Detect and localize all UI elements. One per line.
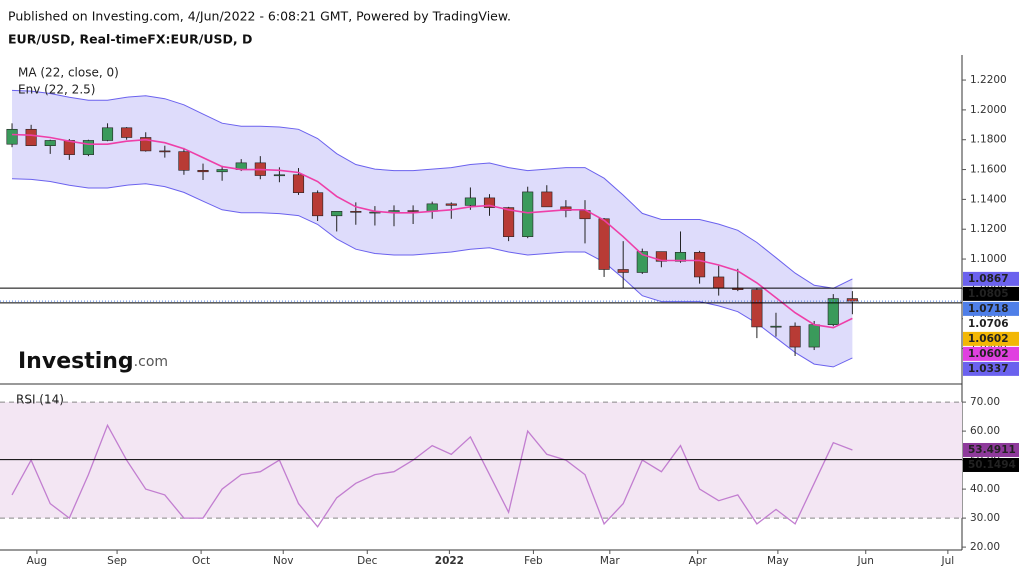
candle-body (216, 169, 228, 173)
x-tick-label: Apr (689, 555, 708, 567)
envelope-lower (11, 178, 853, 368)
price-tag-label: 1.0602 (968, 348, 1009, 360)
x-tick-label: Nov (273, 555, 294, 567)
x-tick-label: Jun (857, 555, 874, 567)
price-tag (963, 361, 1019, 376)
price-tag (963, 457, 1019, 472)
price-tag-label: 1.0602 (968, 333, 1009, 345)
published-note: Published on Investing.com, 4/Jun/2022 -… (8, 9, 511, 24)
price-tag-label: 1.0337 (968, 363, 1009, 375)
y-tick-label: 60.00 (970, 425, 1000, 437)
candle-body (292, 174, 305, 193)
y-tick-label: 30.00 (970, 512, 1000, 524)
candle-body (770, 325, 782, 328)
candle-body (121, 127, 133, 138)
candle-body (789, 325, 801, 348)
envelope-upper (11, 89, 853, 289)
rsi-line (11, 423, 853, 528)
candle-body (445, 203, 457, 206)
price-tag-label: 1.0706 (968, 318, 1009, 330)
y-tick-label: 1.2000 (970, 104, 1007, 116)
candle-body (541, 191, 553, 208)
candle-body (273, 174, 285, 177)
x-tick-label: 2022 (435, 555, 464, 567)
candle-body (159, 150, 171, 153)
price-tag (963, 346, 1019, 361)
x-tick-label: Jul (941, 555, 955, 567)
candle-body (82, 140, 94, 155)
y-tick-label: 40.00 (970, 483, 1000, 495)
y-tick-label: 1.1200 (970, 223, 1007, 235)
y-tick-label: 1.1400 (970, 193, 1007, 205)
x-tick-label: Dec (357, 555, 378, 567)
ma-legend: MA (22, close, 0) (18, 66, 119, 80)
candle-body (101, 127, 114, 141)
candle-body (827, 298, 839, 325)
y-tick-label: 1.1800 (970, 134, 1007, 146)
candle-body (808, 324, 820, 348)
x-tick-label: Aug (27, 555, 48, 567)
candle-body (483, 197, 496, 208)
logo: Investing.com (18, 349, 168, 374)
candle-body (522, 191, 534, 237)
price-tag (963, 286, 1019, 301)
candle-body (197, 169, 209, 173)
candle-body (751, 289, 763, 328)
x-tick-label: Sep (107, 555, 127, 567)
candle-body (407, 210, 419, 212)
price-tag-label: 1.0867 (968, 273, 1009, 285)
rsi-legend: RSI (14) (16, 393, 64, 407)
candle-body (178, 151, 190, 171)
candle-body (312, 192, 324, 217)
price-tag (963, 331, 1019, 346)
candle-body (694, 252, 706, 278)
candle-body (63, 140, 75, 155)
price-tag (963, 442, 1019, 457)
y-tick-label: 20.00 (970, 541, 1000, 553)
y-tick-label: 1.1000 (970, 253, 1007, 265)
env-legend: Env (22, 2.5) (18, 83, 95, 97)
price-tag (963, 301, 1019, 316)
x-tick-label: May (767, 555, 789, 567)
x-tick-label: Feb (524, 555, 543, 567)
plot-layer: 1.04001.06001.08001.10001.12001.14001.16… (0, 74, 1019, 567)
x-tick-label: Mar (600, 555, 620, 567)
candle-body (617, 269, 629, 273)
candle-body (636, 251, 648, 273)
candle-body (464, 197, 476, 206)
price-tag (963, 271, 1019, 286)
candle-body (598, 218, 610, 270)
envelope-fill (12, 90, 853, 367)
price-tag-label: 1.0718 (968, 303, 1009, 315)
candle-body (6, 128, 18, 145)
candle-body (426, 203, 438, 212)
candle-body (44, 140, 56, 146)
candle-body (503, 207, 515, 237)
candle-body (25, 128, 37, 146)
symbol-title: EUR/USD, Real-timeFX:EUR/USD, D (8, 32, 252, 47)
price-tag-label: 1.0805 (968, 288, 1009, 300)
logo-name: Investing (18, 349, 134, 374)
y-tick-label: 70.00 (970, 396, 1000, 408)
logo-suffix: .com (134, 354, 168, 370)
y-tick-label: 1.2200 (970, 74, 1007, 86)
ma-line (11, 133, 853, 329)
candle-body (331, 211, 343, 217)
price-tag-label: 50.1494 (968, 459, 1016, 471)
price-tag (963, 316, 1019, 331)
price-tag-label: 53.4911 (968, 444, 1016, 456)
candle-body (140, 137, 152, 152)
candle-body (713, 276, 725, 289)
candle-body (350, 211, 362, 213)
y-tick-label: 1.1600 (970, 164, 1007, 176)
x-tick-label: Oct (192, 555, 210, 567)
